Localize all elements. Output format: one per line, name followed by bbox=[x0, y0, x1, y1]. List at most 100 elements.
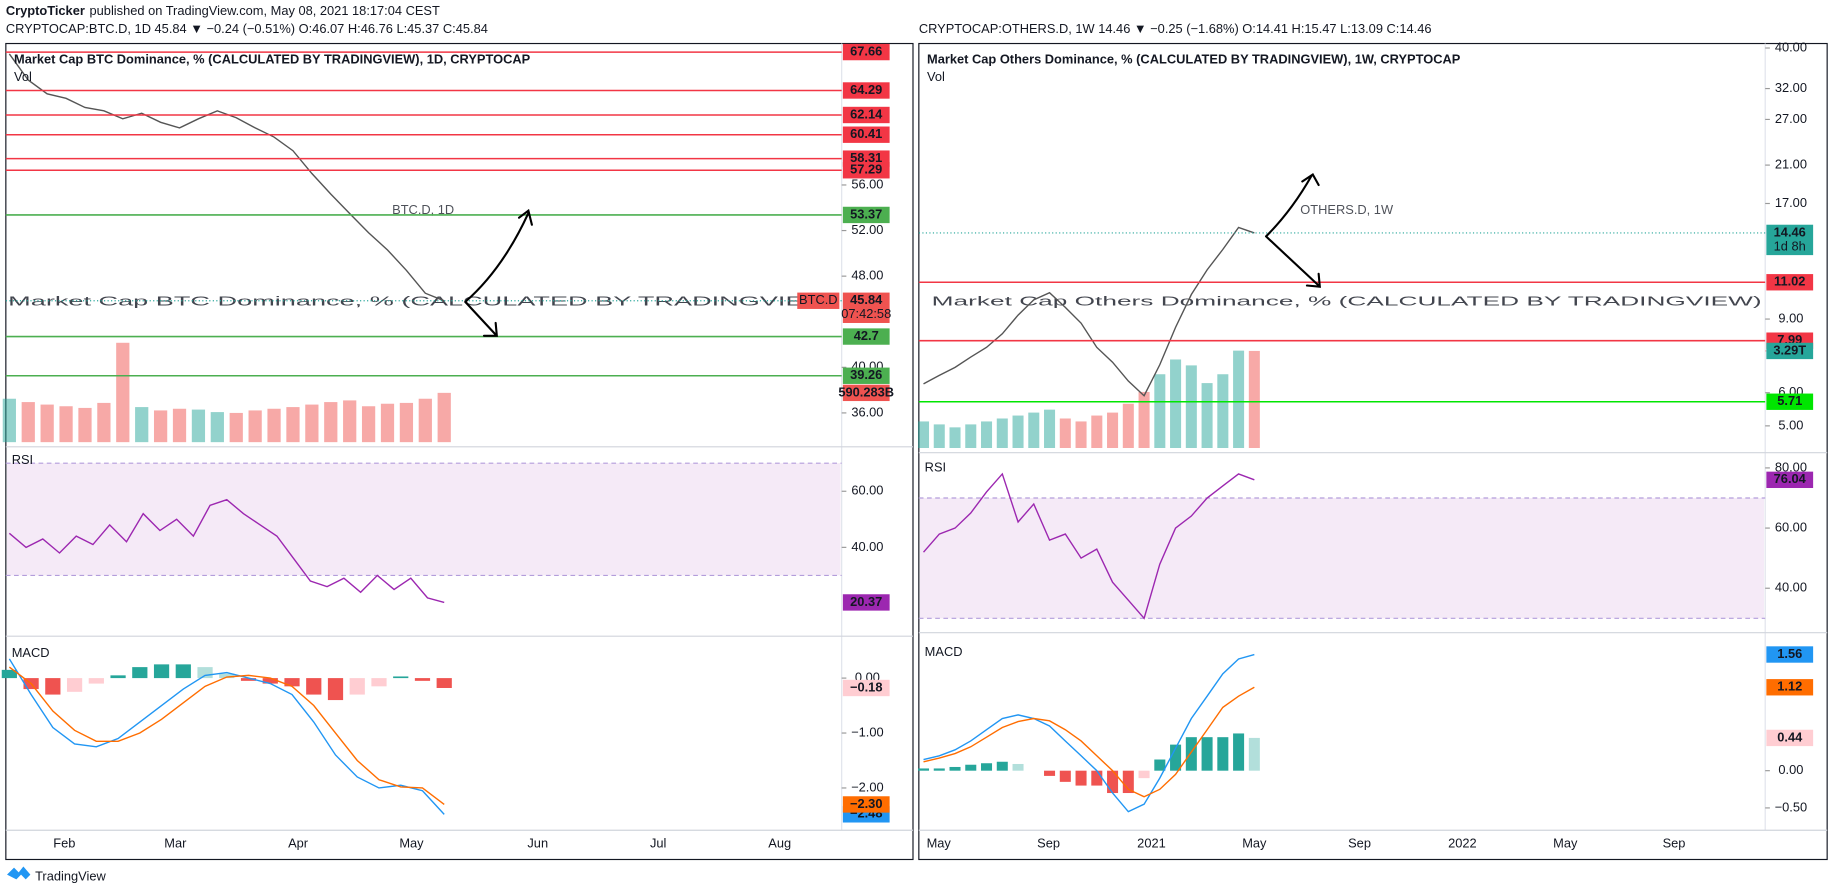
rsi-current: 20.37 bbox=[850, 594, 882, 609]
volume-bar bbox=[210, 412, 224, 443]
level-label: 42.7 bbox=[854, 328, 879, 343]
volume-bar bbox=[59, 406, 73, 443]
x-tick-label: Sep bbox=[1348, 836, 1371, 851]
macd-current-box bbox=[842, 796, 890, 813]
volume-bar bbox=[305, 404, 319, 443]
macd-current-box bbox=[1766, 646, 1814, 663]
symbol-tag: BTC.D bbox=[799, 292, 838, 307]
rsi-band bbox=[7, 463, 841, 576]
volume-bar bbox=[418, 398, 432, 443]
rsi-current-box bbox=[842, 594, 890, 611]
volume-bar bbox=[399, 402, 414, 443]
panel-frame bbox=[5, 42, 914, 861]
y-tick-label: 32.00 bbox=[1775, 80, 1807, 95]
level-label: 5.71 bbox=[1777, 393, 1802, 408]
volume-bar bbox=[1075, 421, 1087, 448]
macd-line bbox=[923, 653, 1255, 813]
y-tick-label: 40.00 bbox=[851, 539, 883, 554]
macd-histogram-bar bbox=[306, 678, 322, 695]
level-label: 67.66 bbox=[850, 43, 882, 58]
y-tick-label: 40.00 bbox=[1775, 39, 1807, 54]
volume-bar bbox=[380, 403, 395, 443]
volume-current: 590.283B bbox=[838, 384, 894, 399]
macd-histogram-bar bbox=[175, 664, 191, 679]
volume-bar bbox=[172, 408, 187, 443]
volume-bar bbox=[1012, 415, 1024, 448]
x-tick-label: Sep bbox=[1037, 836, 1060, 851]
legend-title: Market Cap BTC Dominance, % (CALCULATED … bbox=[14, 51, 531, 66]
macd-current: 1.56 bbox=[1777, 646, 1802, 661]
volume-bar bbox=[267, 408, 281, 443]
macd-line bbox=[8, 658, 445, 815]
rsi-current: 76.04 bbox=[1774, 471, 1807, 486]
volume-bar bbox=[2, 398, 16, 443]
level-label-box bbox=[842, 106, 890, 124]
volume-bar bbox=[191, 409, 206, 443]
current-box bbox=[1766, 224, 1814, 256]
level-label: 53.37 bbox=[850, 206, 882, 221]
y-tick-label: 5.00 bbox=[1778, 417, 1803, 432]
rsi-band bbox=[920, 497, 1765, 619]
volume-bar bbox=[918, 421, 930, 448]
volume-bar bbox=[1248, 350, 1260, 448]
volume-bar bbox=[996, 418, 1008, 448]
volume-bar bbox=[1170, 359, 1182, 448]
y-tick-label: −0.50 bbox=[1775, 799, 1808, 814]
current-box bbox=[842, 292, 890, 323]
level-label-box bbox=[1766, 393, 1814, 410]
legend-title: Market Cap Others Dominance, % (CALCULAT… bbox=[927, 51, 1461, 66]
histogram-current-box bbox=[842, 679, 890, 697]
macd-histogram-bar bbox=[262, 678, 278, 684]
volume-current-box bbox=[842, 384, 890, 402]
macd-histogram-bar bbox=[1091, 770, 1103, 786]
y-tick-label: 80.00 bbox=[1775, 459, 1807, 474]
macd-histogram-bar bbox=[414, 678, 431, 681]
legend-vol: Vol bbox=[927, 69, 945, 84]
x-tick-label: Jul bbox=[650, 836, 666, 851]
macd-histogram-bar bbox=[1122, 770, 1134, 794]
histogram-current: −0.18 bbox=[850, 679, 883, 694]
macd-histogram-bar bbox=[1059, 770, 1071, 782]
macd-current: 1.12 bbox=[1777, 679, 1802, 694]
macd-histogram-bar bbox=[1185, 737, 1197, 771]
macd-histogram-bar bbox=[45, 678, 61, 695]
macd-histogram-bar bbox=[996, 761, 1008, 771]
watermark-sub: Market Cap Others Dominance, % (CALCULAT… bbox=[932, 293, 1762, 308]
macd-histogram-bar bbox=[349, 678, 365, 695]
macd-current: −2.30 bbox=[850, 796, 883, 811]
footer-logo bbox=[7, 866, 31, 880]
level-label: 57.29 bbox=[850, 162, 882, 177]
volume-bar bbox=[153, 410, 168, 443]
volume-current: 3.29T bbox=[1773, 342, 1806, 357]
macd-histogram-bar bbox=[132, 667, 148, 679]
macd-histogram-bar bbox=[1044, 770, 1056, 776]
macd-histogram-bar bbox=[1248, 737, 1260, 771]
symbol-tag-box bbox=[797, 292, 840, 309]
volume-bar bbox=[116, 342, 130, 443]
x-tick-label: May bbox=[1553, 836, 1578, 851]
legend-vol: Vol bbox=[14, 69, 32, 84]
footer: TradingView bbox=[35, 868, 106, 883]
y-tick-label: 40.00 bbox=[1775, 580, 1807, 595]
symbol-line: CRYPTOCAP:OTHERS.D, 1W 14.46 ▼ −0.25 (−1… bbox=[919, 21, 1432, 36]
macd-histogram-bar bbox=[284, 678, 300, 687]
volume-bar bbox=[437, 392, 451, 443]
chart-panel: CRYPTOCAP:BTC.D, 1D 45.84 ▼ −0.24 (−0.51… bbox=[1, 21, 914, 861]
macd-title: MACD bbox=[12, 645, 50, 660]
macd-histogram-bar bbox=[1154, 759, 1166, 771]
macd-histogram-bar bbox=[1107, 770, 1119, 794]
rsi-line bbox=[922, 472, 1255, 620]
x-tick-label: Aug bbox=[768, 836, 791, 851]
x-tick-label: Sep bbox=[1663, 836, 1686, 851]
volume-bar bbox=[21, 402, 35, 443]
volume-bar bbox=[343, 400, 357, 443]
volume-current-box bbox=[1766, 342, 1814, 360]
y-tick-label: 56.00 bbox=[851, 176, 883, 191]
macd-histogram-bar bbox=[1, 669, 17, 679]
x-tick-label: 2022 bbox=[1448, 836, 1477, 851]
macd-histogram-bar bbox=[393, 676, 409, 679]
histogram-current: 0.44 bbox=[1777, 729, 1803, 744]
level-label: 11.02 bbox=[1774, 274, 1805, 289]
